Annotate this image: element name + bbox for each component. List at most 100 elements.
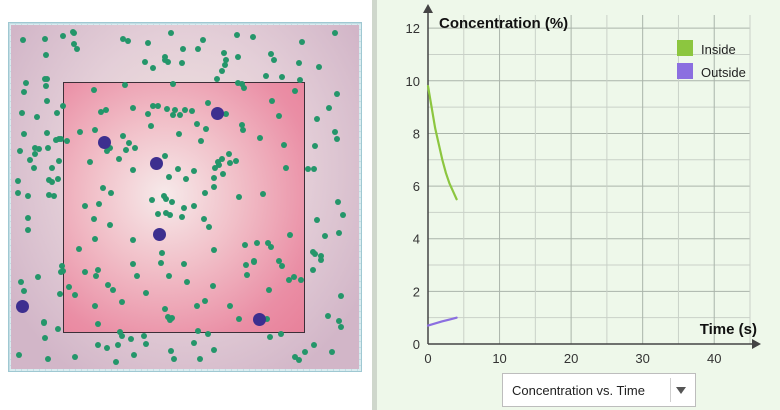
solute-molecule [50,192,57,199]
solute-molecule [15,189,22,196]
series-line-inside [426,84,458,201]
x-tick-label: 40 [707,351,721,366]
solute-molecule [222,110,229,117]
solute-molecule [279,74,286,81]
solute-molecule [277,330,284,337]
solute-molecule [281,141,288,148]
solute-molecule [44,145,51,152]
solute-molecule [117,328,123,335]
solute-molecule [188,107,195,114]
large-molecule [153,228,166,241]
solute-molecule [233,31,240,38]
solute-molecule [161,192,168,199]
solute-molecule [191,340,198,347]
solute-molecule [147,122,154,129]
solute-molecule [59,267,66,274]
solute-molecule [165,272,172,279]
solute-molecule [158,260,165,267]
solute-molecule [43,98,50,105]
legend-swatch-outside [677,63,693,79]
solute-molecule [270,56,277,63]
solute-molecule [210,247,217,254]
solute-molecule [310,166,317,173]
solute-molecule [334,136,341,143]
solute-molecule [309,248,316,255]
solute-molecule [295,60,302,66]
solute-molecule [266,334,273,341]
solute-molecule [130,237,137,244]
solute-molecule [200,36,207,43]
solute-molecule [129,166,136,173]
solute-molecule [90,215,97,222]
solute-molecule [227,302,234,309]
solute-molecule [322,233,329,240]
solute-molecule [235,79,242,86]
solute-molecule [141,58,148,65]
solute-molecule [182,175,189,182]
solute-molecule [334,91,341,98]
chart-series [426,84,458,327]
solute-molecule [15,177,21,184]
solute-molecule [44,355,51,362]
solute-molecule [45,176,52,183]
solute-molecule [183,279,190,286]
x-axis-arrow [752,339,761,349]
solute-molecule [335,198,342,205]
solute-molecule [127,335,134,342]
solute-molecule [239,81,246,88]
solute-molecule [113,358,120,365]
solute-molecule [104,344,111,351]
y-tick-label: 8 [413,126,420,141]
solute-molecule [176,130,183,137]
dropdown-button[interactable] [670,378,691,402]
solute-molecule [291,353,298,360]
solute-molecule [161,153,168,160]
solute-molecule [165,58,172,65]
solute-molecule [32,145,39,152]
solute-molecule [91,303,98,310]
solute-molecule [95,267,102,274]
solute-molecule [73,45,80,52]
solute-molecule [259,191,266,198]
solute-molecule [35,273,42,280]
solute-molecule [325,104,332,111]
solute-molecule [110,286,116,293]
graph-type-label: Concentration vs. Time [512,382,645,398]
solute-molecule [114,342,121,349]
solute-molecule [17,278,24,285]
solute-molecule [337,292,344,299]
solute-molecule [242,262,249,269]
solute-molecule [132,144,139,151]
solute-molecule [317,256,324,263]
solute-molecule [298,276,305,283]
solute-molecule [123,146,130,153]
solute-molecule [64,137,71,144]
solute-molecule [119,298,126,305]
solute-molecule [309,267,316,274]
solute-molecule [211,164,218,171]
graph-type-dropdown[interactable]: Concentration vs. Time [502,373,696,407]
chart-ticks: 0 2 4 6 8 10 12 0 10 20 30 40 [406,21,722,366]
y-tick-label: 12 [406,21,420,36]
solute-molecule [95,342,102,349]
solute-molecule [71,291,78,298]
solute-molecule [165,314,172,321]
solute-molecule [52,137,59,144]
solute-molecule [59,33,66,40]
solute-molecule [130,351,137,358]
solute-molecule [202,126,209,133]
solute-molecule [181,260,188,267]
solute-molecule [195,46,202,53]
solute-molecule [44,129,51,136]
solute-molecule [236,193,243,200]
solute-molecule [314,116,321,123]
solute-molecule [24,192,31,199]
solute-molecule [115,156,122,163]
solute-molecule [283,164,290,171]
solute-molecule [59,262,66,269]
solute-molecule [226,159,233,166]
solute-molecule [163,105,170,112]
solute-molecule [107,222,114,229]
solute-molecule [268,97,275,104]
solute-molecule [328,349,335,356]
